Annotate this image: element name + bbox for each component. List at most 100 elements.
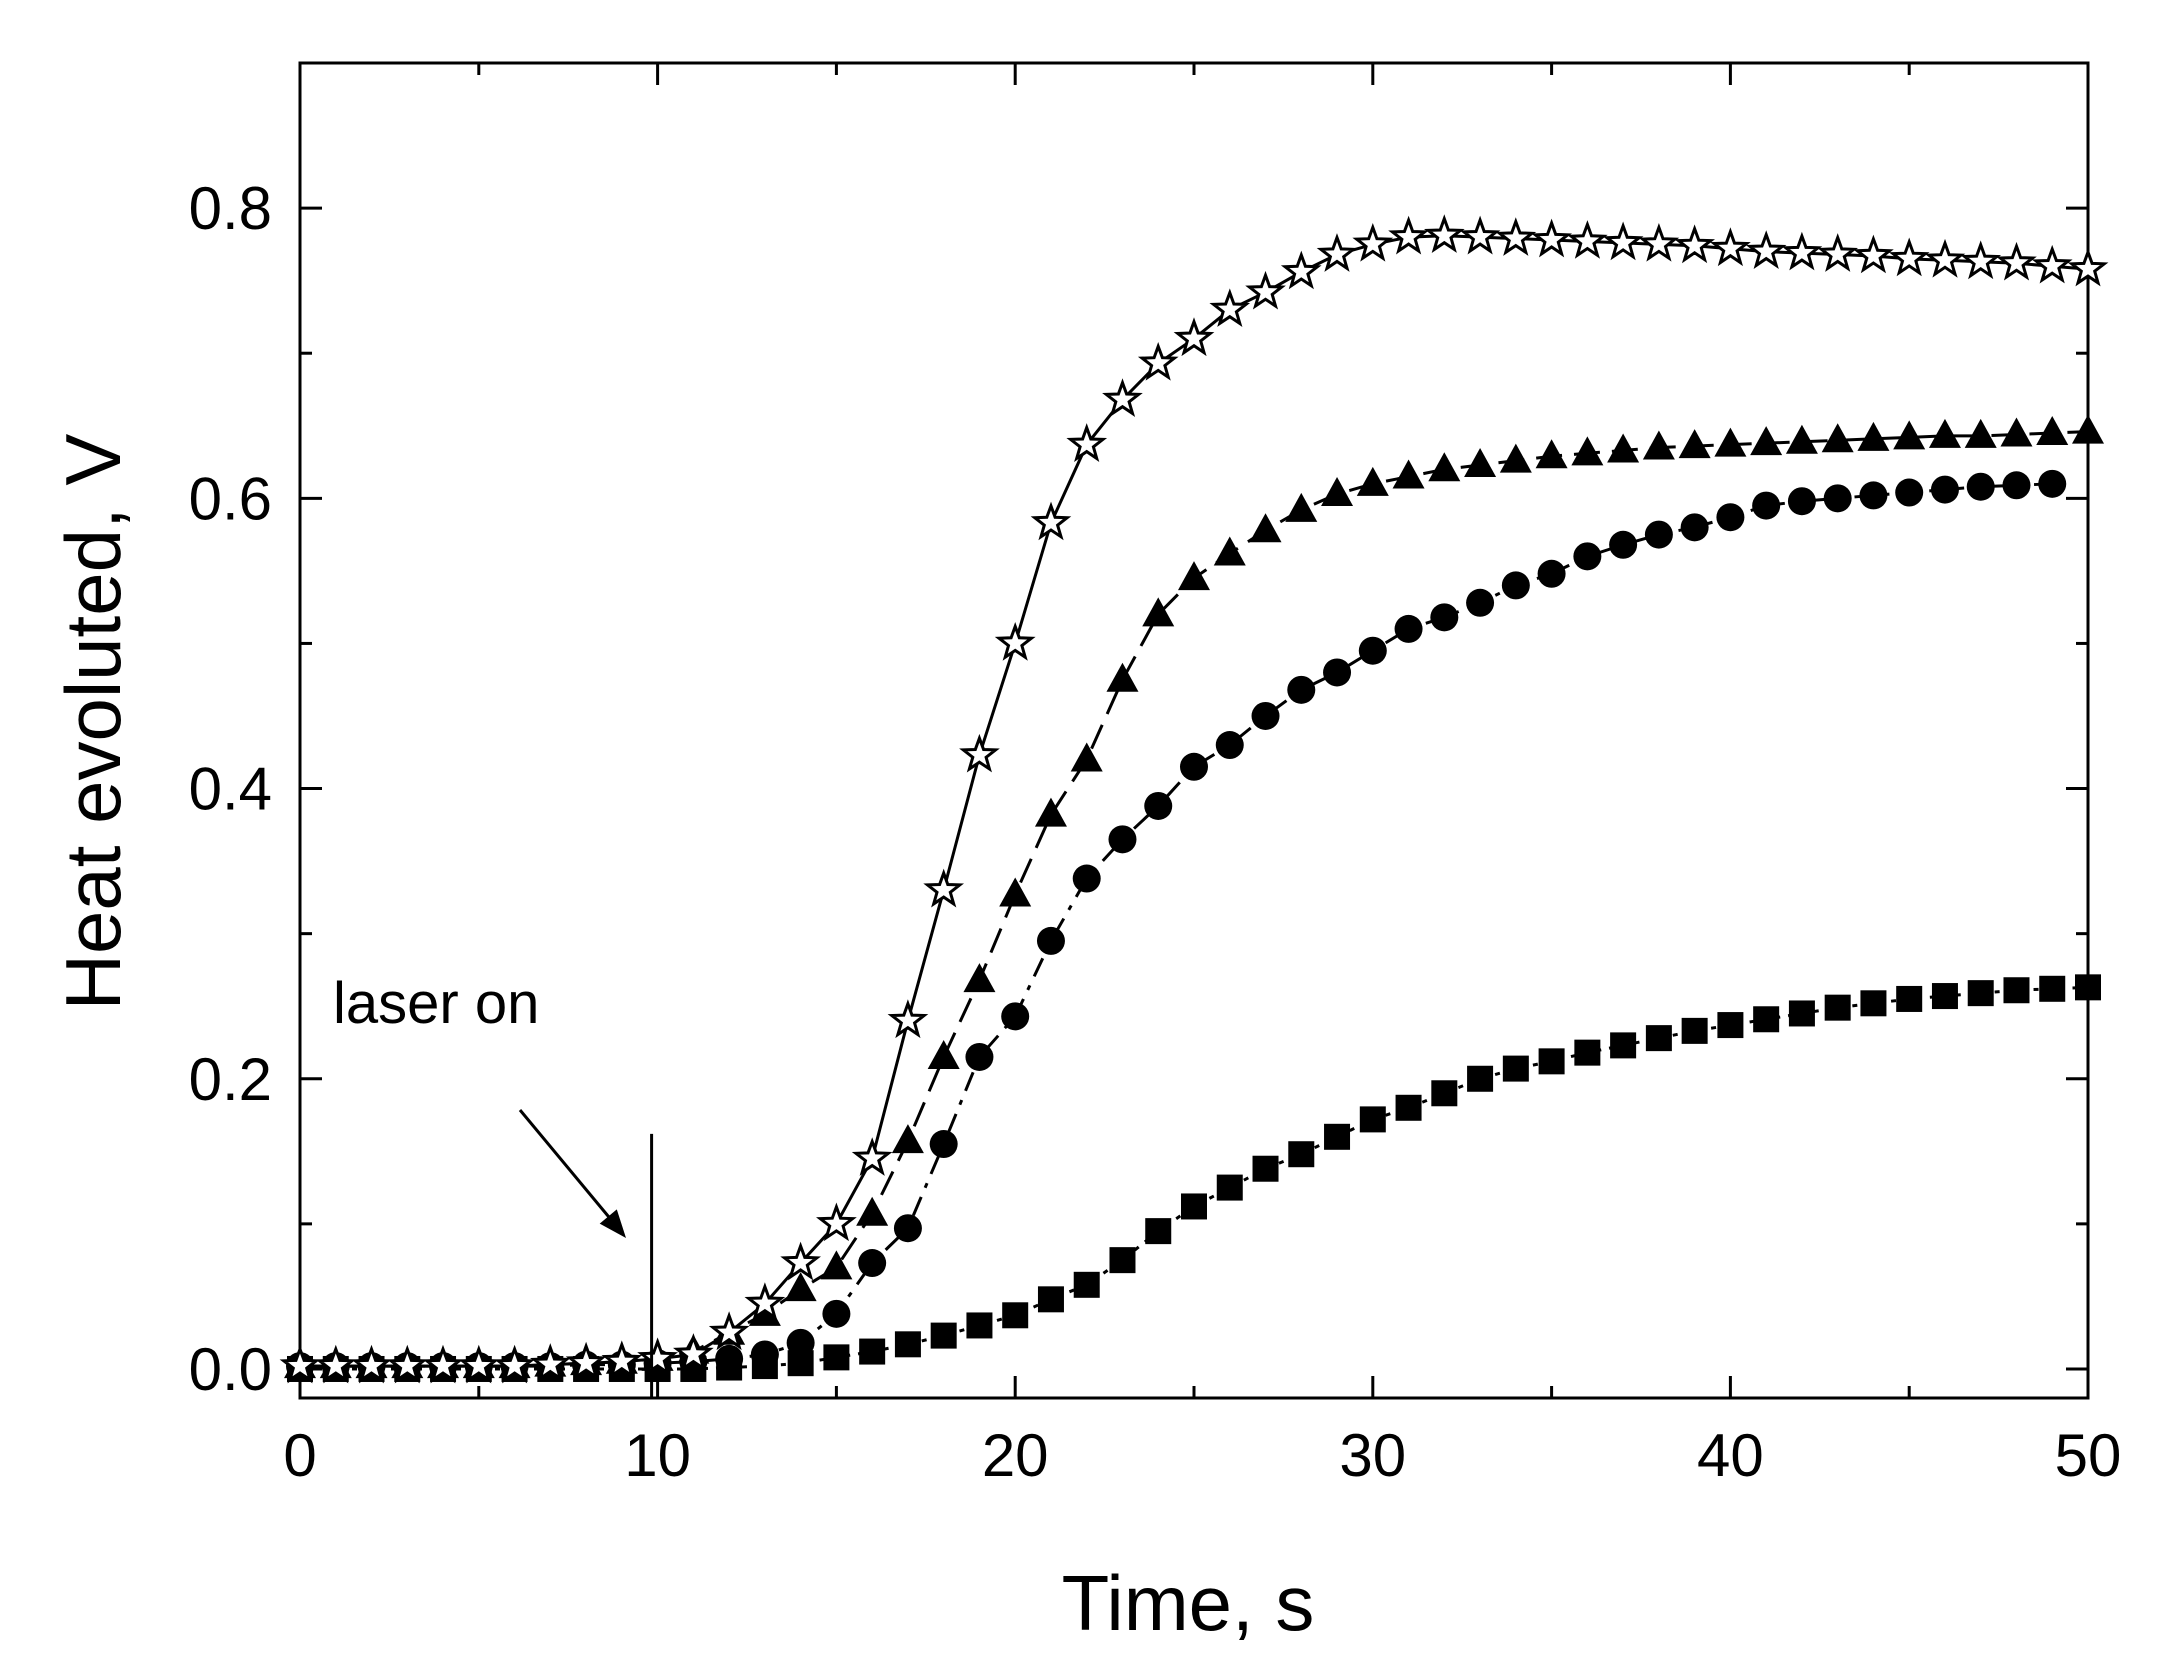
data-point-triangles	[1070, 742, 1103, 772]
data-point-triangles	[1750, 426, 1783, 456]
data-point-triangles	[1857, 421, 1890, 451]
data-point-circles	[2002, 471, 2031, 500]
data-point-squares	[1538, 1048, 1565, 1075]
axis-tick-labels: 0 10 20 30 40 50 0.0 0.2 0.4 0.6 0.8	[189, 175, 2122, 1489]
y-tick-label: 0.4	[189, 756, 272, 823]
data-point-stars	[673, 1333, 714, 1372]
data-point-triangles	[1392, 459, 1425, 489]
data-point-stars	[1280, 250, 1322, 290]
data-point-triangles	[820, 1250, 853, 1280]
data-point-stars	[1781, 231, 1823, 271]
x-axis-title: Time, s	[1062, 1559, 1315, 1647]
data-point-squares	[823, 1344, 850, 1371]
data-point-stars	[1030, 501, 1072, 541]
data-point-squares	[1645, 1025, 1672, 1052]
data-point-stars	[851, 1137, 893, 1176]
data-point-circles	[1537, 559, 1566, 588]
data-point-stars	[1960, 240, 2002, 280]
data-point-triangles	[1213, 536, 1246, 566]
data-point-triangles	[1642, 430, 1675, 460]
data-point-squares	[2003, 977, 2030, 1004]
data-point-squares	[1359, 1106, 1386, 1133]
data-point-circles	[715, 1344, 744, 1373]
data-point-circles	[1966, 472, 1995, 501]
laser-on-arrow-head	[599, 1209, 626, 1238]
data-point-stars	[1424, 214, 1465, 253]
data-point-circles	[1501, 571, 1530, 600]
data-point-squares	[1073, 1271, 1100, 1298]
data-point-squares	[1610, 1032, 1637, 1059]
data-point-triangles	[1571, 436, 1604, 466]
data-point-stars	[2067, 247, 2109, 287]
data-point-stars	[1352, 223, 1394, 262]
data-point-stars	[744, 1282, 786, 1321]
series-line-squares	[300, 985, 2089, 1371]
data-point-triangles	[784, 1272, 817, 1302]
data-point-circles	[965, 1042, 994, 1071]
data-point-triangles	[1428, 452, 1461, 482]
data-point-squares	[1717, 1012, 1744, 1039]
data-point-circles	[2038, 469, 2067, 498]
data-point-squares	[1753, 1006, 1780, 1033]
y-axis-title: Heat evoluted, V	[49, 434, 137, 1011]
data-point-circles	[1787, 487, 1816, 516]
laser-on-arrow-shaft	[518, 1109, 620, 1229]
data-point-squares	[1502, 1055, 1529, 1082]
data-point-circles	[1823, 484, 1852, 513]
series-stars	[279, 214, 2109, 1384]
data-point-squares	[1002, 1302, 1029, 1329]
data-point-stars	[816, 1202, 857, 1242]
data-point-circles	[1716, 503, 1745, 532]
data-point-circles	[822, 1299, 851, 1328]
data-point-triangles	[963, 963, 996, 993]
data-point-triangles	[1535, 439, 1568, 469]
data-point-stars	[1531, 218, 1572, 258]
data-point-stars	[1102, 378, 1143, 417]
data-point-stars	[494, 1344, 535, 1384]
data-point-squares	[894, 1331, 921, 1358]
data-point-squares	[1216, 1174, 1243, 1201]
data-point-circles	[1144, 791, 1173, 820]
data-point-triangles	[999, 877, 1032, 907]
data-point-triangles	[1321, 476, 1354, 506]
data-point-circles	[1036, 926, 1065, 955]
data-point-squares	[1824, 994, 1851, 1021]
annotation-laser-on: laser on	[333, 971, 539, 1036]
data-point-squares	[1467, 1065, 1494, 1092]
x-tick-label: 40	[1697, 1422, 1764, 1489]
series-layer	[279, 214, 2109, 1384]
data-point-stars	[708, 1311, 750, 1351]
data-point-squares	[1395, 1094, 1422, 1121]
data-point-stars	[1316, 233, 1358, 272]
data-point-stars	[601, 1340, 643, 1380]
data-point-triangles	[856, 1196, 889, 1226]
data-point-triangles	[2000, 417, 2033, 447]
data-point-squares	[859, 1338, 886, 1365]
data-point-stars	[1066, 423, 1108, 462]
data-point-triangles	[1714, 427, 1747, 457]
annotation-layer: laser on	[333, 971, 654, 1398]
data-point-triangles	[1142, 597, 1175, 627]
x-tick-label: 50	[2055, 1422, 2122, 1489]
data-point-squares	[1145, 1218, 1172, 1245]
data-point-stars	[887, 999, 929, 1039]
series-squares	[287, 974, 2101, 1382]
data-point-triangles	[1678, 429, 1711, 459]
data-point-circles	[1394, 614, 1423, 643]
data-point-triangles	[1928, 418, 1961, 448]
data-point-squares	[930, 1322, 957, 1349]
data-point-circles	[1609, 530, 1638, 559]
data-point-triangles	[891, 1124, 924, 1154]
data-point-triangles	[1821, 423, 1854, 453]
data-point-squares	[966, 1312, 993, 1339]
series-line-circles	[300, 482, 2053, 1368]
data-point-stars	[1602, 221, 1644, 261]
data-point-stars	[1209, 288, 1251, 327]
data-point-circles	[893, 1214, 922, 1243]
data-point-circles	[1430, 603, 1459, 632]
data-point-stars	[458, 1344, 500, 1384]
series-triangles	[284, 414, 2104, 1379]
data-point-circles	[1752, 491, 1781, 520]
data-point-stars	[315, 1344, 357, 1384]
